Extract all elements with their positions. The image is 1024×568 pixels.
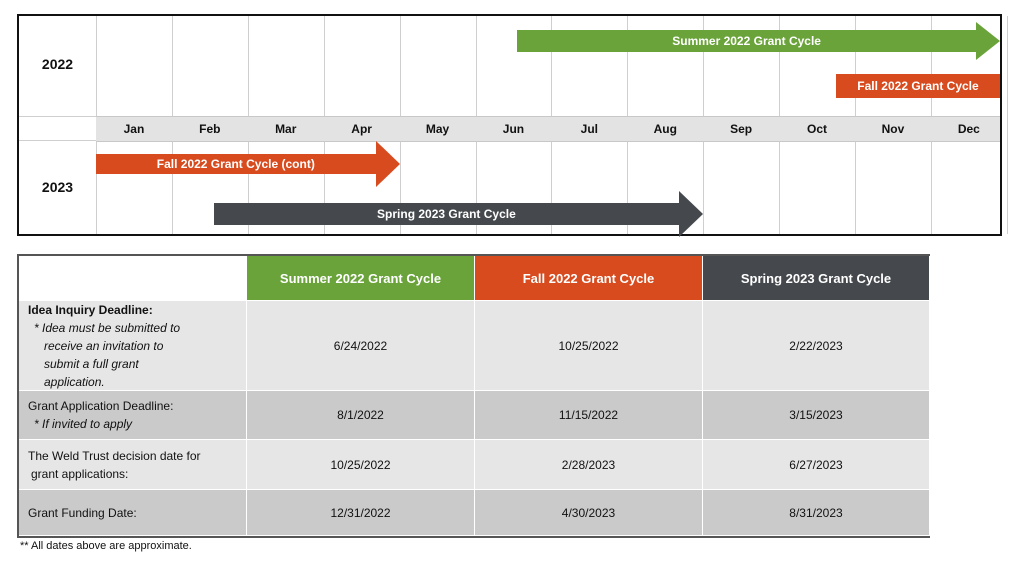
arrow-head-icon (975, 22, 1000, 60)
timeline-bar-label: Summer 2022 Grant Cycle (672, 34, 821, 48)
row-separator (19, 140, 96, 141)
month-label-aug: Aug (653, 122, 677, 136)
timeline-bar-body: Spring 2023 Grant Cycle (213, 203, 680, 225)
timeline-bar-label: Fall 2022 Grant Cycle (cont) (156, 157, 315, 171)
date-cell: 2/22/2023 (703, 301, 930, 391)
month-label-jul: Jul (580, 122, 598, 136)
row-label-line: * If invited to apply (34, 417, 133, 431)
month-label-nov: Nov (881, 122, 905, 136)
date-cell: 11/15/2022 (475, 391, 703, 440)
column-header: Spring 2023 Grant Cycle (703, 256, 930, 301)
timeline-bar-1: Fall 2022 Grant Cycle (836, 74, 1000, 98)
grant-timeline: 2022 2023 Jan Feb Mar Apr May Jun Jul Aug Sep Oct… (17, 14, 1008, 237)
row-label-title: Grant Application Deadline: (28, 399, 174, 413)
column-header: Summer 2022 Grant Cycle (247, 256, 475, 301)
date-cell: 2/28/2023 (475, 440, 703, 490)
row-label-cell: Grant Funding Date: (19, 490, 247, 536)
row-label-line: submit a full grant (44, 356, 139, 371)
month-label-jan: Jan (123, 122, 145, 136)
month-label-feb: Feb (199, 122, 221, 136)
row-label: Idea Inquiry Deadline: * Idea must be sub… (28, 301, 180, 391)
date-cell: 6/24/2022 (247, 301, 475, 391)
row-label-line: grant applications: (31, 466, 129, 481)
row-label-cell: Idea Inquiry Deadline: * Idea must be sub… (19, 301, 247, 391)
timeline-bar-label: Fall 2022 Grant Cycle (857, 79, 979, 93)
timeline-bar-3: Spring 2023 Grant Cycle (213, 191, 704, 237)
row-label-cell: Grant Application Deadline: * If invited … (19, 391, 247, 440)
row-label-title: The Weld Trust decision date for (28, 448, 201, 463)
month-label-dec: Dec (957, 122, 980, 136)
month-header-row: Jan Feb Mar Apr May Jun Jul Aug Sep Oct Nov Dec (96, 116, 1000, 142)
month-label-jun: Jun (502, 122, 525, 136)
row-label-line: application. (44, 374, 105, 389)
row-label: The Weld Trust decision date for grant ap… (28, 447, 201, 483)
month-label-apr: Apr (351, 122, 372, 136)
row-label-line: * Idea must be submitted to (34, 320, 181, 335)
row-label-title: Idea Inquiry Deadline: (28, 302, 153, 317)
date-cell: 6/27/2023 (703, 440, 930, 490)
footnote: ** All dates above are approximate. (20, 540, 192, 552)
date-cell: 8/31/2023 (703, 490, 930, 536)
date-cell: 10/25/2022 (247, 440, 475, 490)
row-label: Grant Application Deadline: * If invited … (28, 397, 173, 433)
row-separator (19, 116, 96, 117)
timeline-bar-body: Fall 2022 Grant Cycle (836, 74, 1000, 98)
date-cell: 10/25/2022 (475, 301, 703, 391)
arrow-head-icon (679, 191, 704, 237)
month-label-may: May (425, 122, 450, 136)
timeline-bar-label: Spring 2023 Grant Cycle (377, 207, 516, 221)
row-label-line: receive an invitation to (44, 338, 164, 353)
grant-schedule-table: Summer 2022 Grant Cycle Fall 2022 Grant C… (17, 254, 930, 538)
date-cell: 3/15/2023 (703, 391, 930, 440)
table-corner-cell (19, 256, 247, 301)
row-label-title: Grant Funding Date: (28, 505, 137, 520)
date-cell: 4/30/2023 (475, 490, 703, 536)
timeline-bar-body: Fall 2022 Grant Cycle (cont) (96, 154, 376, 174)
column-header: Fall 2022 Grant Cycle (475, 256, 703, 301)
month-label-mar: Mar (275, 122, 297, 136)
month-label-sep: Sep (730, 122, 753, 136)
timeline-bar-0: Summer 2022 Grant Cycle (517, 22, 1000, 60)
row-label: Grant Funding Date: (28, 504, 137, 522)
date-cell: 8/1/2022 (247, 391, 475, 440)
year-label-2022: 2022 (41, 56, 74, 72)
arrow-head-icon (375, 141, 400, 187)
grid-line (1006, 16, 1008, 234)
month-label-oct: Oct (807, 122, 828, 136)
timeline-bar-body: Summer 2022 Grant Cycle (517, 30, 976, 52)
date-cell: 12/31/2022 (247, 490, 475, 536)
timeline-bar-2: Fall 2022 Grant Cycle (cont) (96, 141, 400, 187)
year-label-2023: 2023 (41, 179, 74, 195)
row-label-cell: The Weld Trust decision date for grant ap… (19, 440, 247, 490)
